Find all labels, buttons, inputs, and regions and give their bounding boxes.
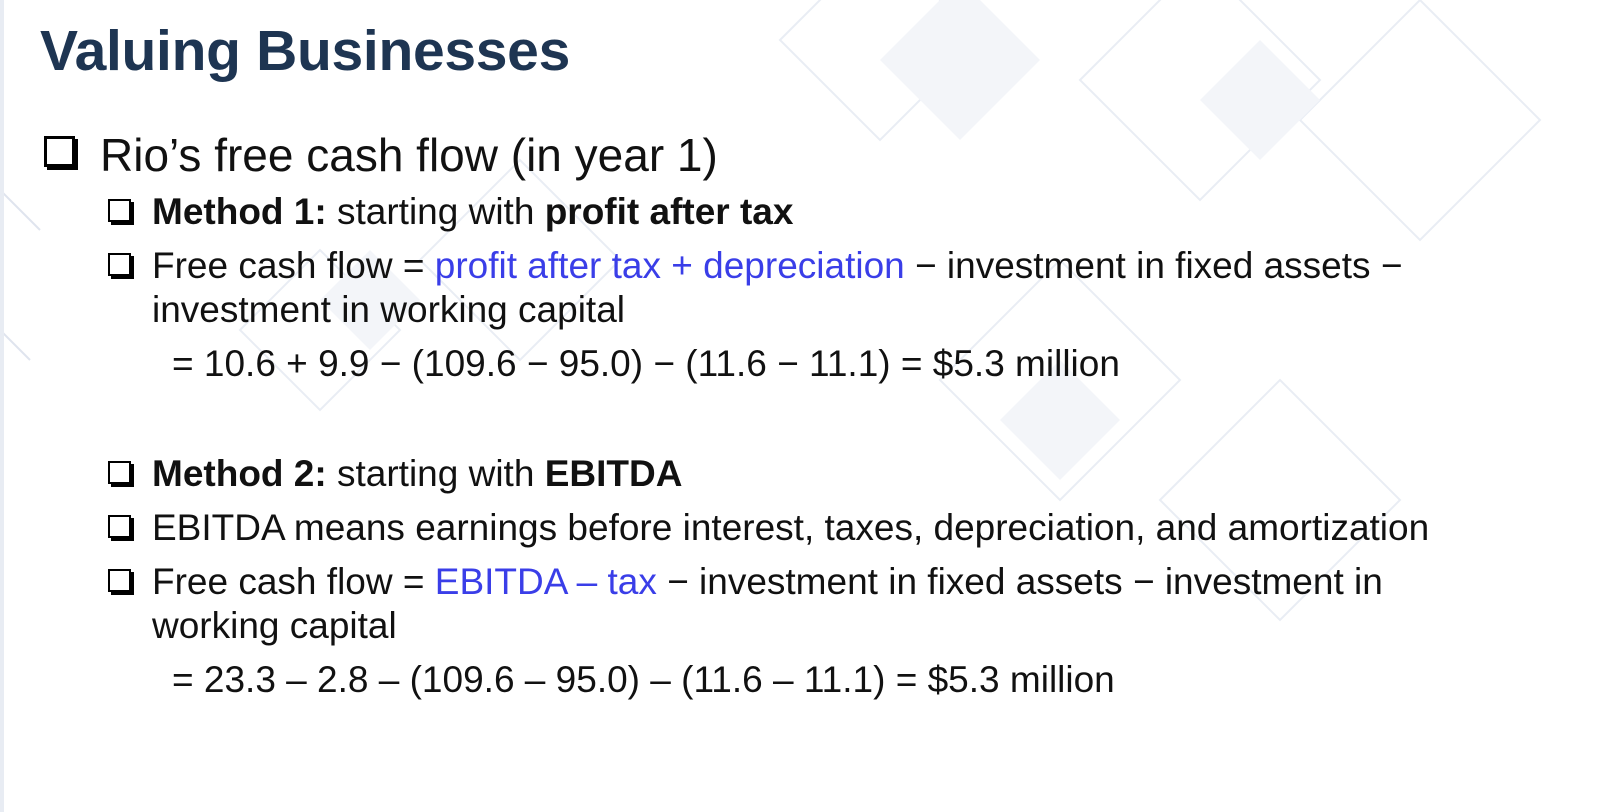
checkbox-bullet-icon [108, 569, 131, 592]
method2-fcf-rest: − investment in fixed assets − investmen… [656, 561, 1383, 602]
method1-intro: starting with [326, 191, 545, 232]
method2-intro: starting with [326, 453, 545, 494]
checkbox-bullet-icon [44, 136, 75, 167]
checkbox-bullet-icon [108, 199, 131, 222]
method1-fcf-highlight: profit after tax + depreciation [434, 245, 905, 286]
checkbox-bullet-icon [108, 253, 131, 276]
method1-label: Method 1: [152, 191, 327, 232]
method2-label: Method 2: [152, 453, 327, 494]
method2-basis: EBITDA [544, 453, 683, 494]
checkbox-bullet-icon [108, 515, 131, 538]
method2-fcf-highlight: EBITDA – tax [434, 561, 657, 602]
method1-fcf-prefix: Free cash flow = [152, 245, 435, 286]
method1-fcf-rest: − investment in fixed assets − [904, 245, 1403, 286]
checkbox-bullet-icon [108, 461, 131, 484]
method1-fcf-continuation: investment in working capital [152, 289, 625, 330]
method2-calculation: = 23.3 – 2.8 – (109.6 – 95.0) – (11.6 – … [172, 659, 1115, 700]
slide-title: Valuing Businesses [40, 19, 570, 83]
ebitda-definition-text: EBITDA means earnings before interest, t… [152, 507, 1430, 548]
method1-calculation: = 10.6 + 9.9 − (109.6 − 95.0) − (11.6 − … [172, 343, 1120, 384]
main-bullet-text: Rio’s free cash flow (in year 1) [100, 129, 718, 181]
method2-fcf-prefix: Free cash flow = [152, 561, 435, 602]
method1-basis: profit after tax [544, 191, 794, 232]
method2-fcf-continuation: working capital [152, 605, 397, 646]
